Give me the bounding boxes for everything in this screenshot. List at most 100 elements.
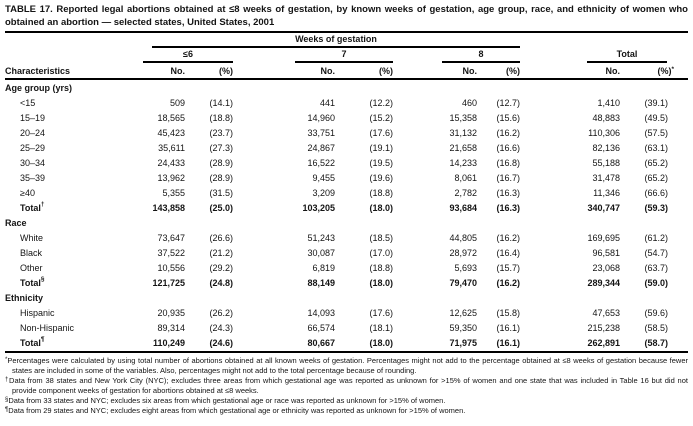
cell-count: 20,935 <box>157 308 185 318</box>
cell-count: 509 <box>169 98 185 108</box>
col-group-le6-label: ≤6 <box>143 49 233 63</box>
cell-count: 16,522 <box>307 158 335 168</box>
section-heading: Age group (yrs) <box>5 83 73 93</box>
table-row: Total¶ 110,249 (24.6) 80,667 (18.0) 71,975 (16… <box>5 336 688 352</box>
cell-count: 30,087 <box>307 248 335 258</box>
table-row: Non-Hispanic 89,314 (24.3) 66,574 (18.1) 59,3… <box>5 321 688 336</box>
section-row: Age group (yrs) <box>5 79 688 96</box>
cell-percent: (17.0) <box>369 248 393 258</box>
cell-count: 3,209 <box>312 188 335 198</box>
cell-count: 82,136 <box>592 143 621 153</box>
col-group-7: 7 <box>233 48 393 63</box>
spanner-row: Weeks of gestation <box>5 34 688 48</box>
table-row: <15 509 (14.1) 441 (12.2) 460 (12.7) 1,410 (39.1… <box>5 96 688 111</box>
footnote-text: Data from 33 states and NYC; excludes si… <box>8 396 446 405</box>
cell-percent: (26.2) <box>209 308 233 318</box>
row-label-text: 15–19 <box>20 113 46 123</box>
cell-count: 9,455 <box>312 173 335 183</box>
cell-count: 80,667 <box>307 338 335 348</box>
row-label: Non-Hispanic <box>5 321 143 336</box>
cell-percent: (59.0) <box>644 278 669 288</box>
table-row: Total† 143,858 (25.0) 103,205 (18.0) 93,684 (1… <box>5 201 688 216</box>
gestation-table: Weeks of gestation ≤6 7 8 Total <box>5 34 689 353</box>
cell-percent: (16.6) <box>496 143 521 153</box>
table-title: TABLE 17. Reported legal abortions obtai… <box>5 4 688 33</box>
cell-count: 103,205 <box>302 203 335 213</box>
row-label: Black <box>5 246 143 261</box>
cell-count: 33,751 <box>307 128 335 138</box>
footnote-text: Data from 29 states and NYC; excludes ei… <box>8 406 466 415</box>
cell-count: 13,962 <box>157 173 185 183</box>
cell-percent: (18.8) <box>369 263 393 273</box>
footnote-marker: § <box>5 397 9 403</box>
cell-percent: (28.9) <box>209 158 233 168</box>
cell-percent: (18.0) <box>369 203 393 213</box>
cell-percent: (66.6) <box>644 188 669 198</box>
row-label: Total§ <box>5 276 143 291</box>
footnote-marker: § <box>40 276 45 283</box>
row-label-text: 25–29 <box>20 143 46 153</box>
cell-count: 28,972 <box>449 248 477 258</box>
no-header-le6: No. <box>143 63 185 80</box>
row-label-text: Total <box>20 338 41 348</box>
footnote-marker: † <box>40 201 45 208</box>
no-header-total: No. <box>520 63 621 80</box>
cell-percent: (12.7) <box>496 98 521 108</box>
cell-count: 14,093 <box>307 308 335 318</box>
row-label: 35–39 <box>5 171 143 186</box>
cell-percent: (23.7) <box>209 128 233 138</box>
cell-count: 21,658 <box>449 143 477 153</box>
spanner-cell: Weeks of gestation <box>143 34 521 48</box>
asterisk-marker: * <box>671 66 675 73</box>
cell-percent: (58.7) <box>644 338 669 348</box>
cell-percent: (16.2) <box>496 233 521 243</box>
cell-percent: (16.2) <box>496 128 521 138</box>
cell-percent: (16.1) <box>496 338 521 348</box>
row-label: Total† <box>5 201 143 216</box>
cell-percent: (19.6) <box>369 173 393 183</box>
no-header-7: No. <box>233 63 335 80</box>
cell-count: 18,565 <box>157 113 185 123</box>
cell-count: 1,410 <box>597 98 621 108</box>
row-label: Other <box>5 261 143 276</box>
row-label-text: 30–34 <box>20 158 46 168</box>
cell-count: 31,478 <box>592 173 621 183</box>
cell-count: 37,522 <box>157 248 185 258</box>
footnote-section: §Data from 33 states and NYC; excludes s… <box>5 396 688 406</box>
row-label-text: White <box>20 233 44 243</box>
row-label-text: Black <box>20 248 43 258</box>
pct-header-8: (%) <box>477 63 521 80</box>
cell-percent: (15.8) <box>496 308 521 318</box>
pct-header-le6: (%) <box>185 63 233 80</box>
row-label: White <box>5 231 143 246</box>
row-label: 25–29 <box>5 141 143 156</box>
cell-percent: (63.7) <box>644 263 669 273</box>
pct-header-total: (%)* <box>620 63 689 80</box>
row-label-text: 35–39 <box>20 173 46 183</box>
cell-count: 12,625 <box>449 308 477 318</box>
cell-percent: (54.7) <box>644 248 669 258</box>
cell-count: 340,747 <box>587 203 621 213</box>
cell-count: 110,249 <box>152 338 185 348</box>
cell-percent: (16.3) <box>496 203 521 213</box>
col-group-le6: ≤6 <box>143 48 233 63</box>
cell-percent: (15.7) <box>496 263 521 273</box>
cell-percent: (16.2) <box>496 278 521 288</box>
cell-count: 44,805 <box>449 233 477 243</box>
spanner-spacer <box>5 34 143 48</box>
cell-count: 14,960 <box>307 113 335 123</box>
cell-percent: (19.5) <box>369 158 393 168</box>
cell-percent: (16.3) <box>496 188 521 198</box>
cell-percent: (16.8) <box>496 158 521 168</box>
footnote-asterisk: *Percentages were calculated by using to… <box>5 356 688 376</box>
table-row: Black 37,522 (21.2) 30,087 (17.0) 28,972 (16.4… <box>5 246 688 261</box>
table-row: Other 10,556 (29.2) 6,819 (18.8) 5,693 (15.7) 2… <box>5 261 688 276</box>
cell-percent: (18.5) <box>369 233 393 243</box>
cell-percent: (15.2) <box>369 113 393 123</box>
col-group-8: 8 <box>393 48 521 63</box>
cell-count: 93,684 <box>449 203 477 213</box>
cell-count: 15,358 <box>449 113 477 123</box>
cell-percent: (57.5) <box>644 128 669 138</box>
footnote-text: Percentages were calculated by using tot… <box>7 356 688 375</box>
cell-count: 24,433 <box>157 158 185 168</box>
